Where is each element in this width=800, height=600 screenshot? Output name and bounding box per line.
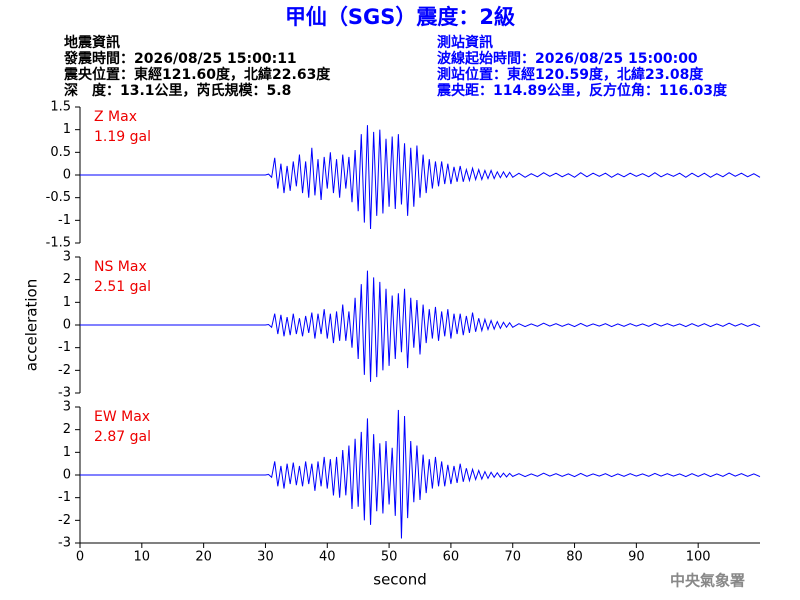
y-tick-label: 2: [63, 422, 71, 437]
header-right: 測站資訊: [437, 34, 493, 51]
header-left: 震央位置：東經121.60度，北緯22.63度: [63, 66, 331, 83]
y-tick-label: 2: [63, 272, 71, 287]
trace-label: NS Max: [94, 259, 147, 275]
title: 甲仙（SGS）震度：2級: [285, 5, 515, 29]
trace-max: 2.51 gal: [94, 279, 151, 295]
x-tick-label: 20: [195, 550, 212, 565]
y-axis-label: acceleration: [23, 279, 41, 371]
y-tick-label: -3: [58, 536, 71, 551]
x-tick-label: 60: [443, 550, 460, 565]
header-right: 震央距：114.89公里，反方位角：116.03度: [436, 82, 728, 99]
y-tick-label: 0: [63, 168, 71, 183]
y-tick-label: -1: [58, 340, 71, 355]
x-axis-label: second: [373, 571, 427, 589]
trace-label: Z Max: [94, 109, 137, 125]
trace-max: 1.19 gal: [94, 129, 151, 145]
header-right: 波線起始時間：2026/08/25 15:00:00: [437, 50, 698, 67]
y-tick-label: 1: [63, 295, 71, 310]
x-tick-label: 100: [686, 550, 711, 565]
y-tick-label: -0.5: [46, 190, 71, 205]
y-tick-label: 1.5: [50, 100, 71, 115]
y-tick-label: 1: [63, 445, 71, 460]
x-tick-label: 80: [566, 550, 583, 565]
y-tick-label: -2: [58, 363, 71, 378]
x-tick-label: 40: [319, 550, 336, 565]
x-tick-label: 30: [257, 550, 274, 565]
y-tick-label: -2: [58, 513, 71, 528]
waveform: [80, 409, 761, 539]
x-tick-label: 0: [76, 550, 84, 565]
y-tick-label: -1: [58, 490, 71, 505]
x-tick-label: 50: [381, 550, 398, 565]
y-tick-label: 1: [63, 122, 71, 137]
footer: 中央氣象署: [670, 572, 745, 590]
y-tick-label: 3: [63, 400, 71, 415]
header-left: 發震時間：2026/08/25 15:00:11: [63, 50, 297, 67]
y-tick-label: 0: [63, 318, 71, 333]
y-tick-label: -1: [58, 213, 71, 228]
y-tick-label: 0: [63, 468, 71, 483]
trace-label: EW Max: [94, 409, 150, 425]
y-tick-label: 3: [63, 250, 71, 265]
y-tick-label: -1.5: [46, 236, 71, 251]
header-left: 深 度：13.1公里，芮氏規模：5.8: [64, 82, 291, 99]
header-left: 地震資訊: [64, 34, 120, 51]
x-tick-label: 70: [504, 550, 521, 565]
waveform: [80, 125, 761, 229]
header-right: 測站位置：東經120.59度，北緯23.08度: [437, 66, 704, 83]
y-tick-label: 0.5: [50, 145, 71, 160]
x-tick-label: 90: [628, 550, 645, 565]
trace-max: 2.87 gal: [94, 429, 151, 445]
y-tick-label: -3: [58, 386, 71, 401]
x-tick-label: 10: [134, 550, 151, 565]
waveform: [80, 270, 761, 382]
